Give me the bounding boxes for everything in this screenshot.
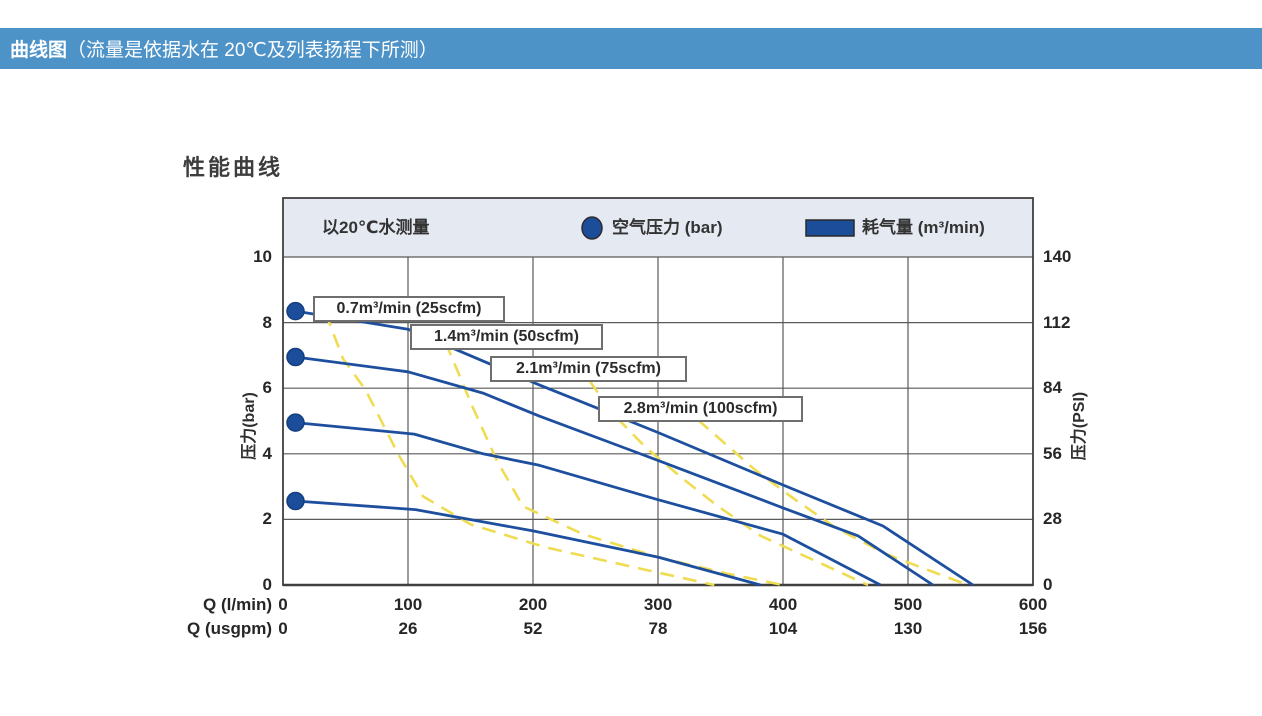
section-title: 性能曲线	[183, 155, 284, 180]
air-consumption-curve	[575, 361, 869, 587]
x-usgpm-tick: 104	[768, 619, 798, 638]
x-axis-flow-name: Q (l/min)	[203, 595, 272, 614]
y-left-tick: 10	[253, 247, 272, 266]
y-right-tick: 112	[1043, 312, 1071, 332]
legend-note: 以20℃水测量	[322, 218, 430, 237]
y-left-tick: 0	[262, 575, 272, 594]
x-axis-usgpm-name: Q (usgpm)	[187, 619, 272, 638]
curve-label-box-50scfm: 1.4m³/min (50scfm)	[410, 324, 603, 350]
air-pressure-start-dot	[286, 347, 305, 367]
x-flow-tick: 100	[393, 595, 423, 614]
y-right-tick: 56	[1043, 443, 1062, 463]
header-title-rest: （流量是依据水在 20℃及列表扬程下所测）	[67, 40, 438, 61]
air-pressure-curve	[295, 309, 974, 587]
air-consumption-curve	[444, 341, 784, 587]
curve-label-box-75scfm: 2.1m³/min (75scfm)	[490, 356, 687, 382]
x-flow-tick: 600	[1018, 595, 1048, 614]
consumption-swatch-icon	[805, 219, 855, 237]
legend-band	[283, 198, 1033, 257]
curve-label-box-100scfm: 2.8m³/min (100scfm)	[598, 396, 803, 422]
x-usgpm-tick: 156	[1018, 619, 1048, 638]
x-flow-tick: 300	[643, 595, 673, 614]
air-pressure-start-dot	[286, 301, 305, 321]
y-right-tick: 140	[1043, 247, 1072, 266]
x-usgpm-tick: 0	[278, 619, 288, 638]
x-usgpm-tick: 130	[893, 619, 923, 638]
y-right-tick: 84	[1043, 378, 1062, 398]
air-pressure-curve	[295, 499, 761, 587]
legend-air-pressure-label: 空气压力 (bar)	[612, 218, 723, 237]
y-left-tick: 6	[262, 378, 272, 398]
x-flow-tick: 400	[768, 595, 798, 614]
x-flow-tick: 0	[278, 595, 288, 614]
header-title-bold: 曲线图	[10, 40, 68, 61]
legend-air-consumption-label: 耗气量 (m³/min)	[862, 218, 985, 237]
x-usgpm-tick: 78	[648, 619, 668, 638]
y-right-tick: 28	[1043, 509, 1062, 529]
air-consumption-curve	[324, 312, 715, 587]
x-usgpm-tick: 52	[523, 619, 543, 638]
pressure-dot-icon	[581, 216, 603, 240]
y-left-tick: 8	[262, 312, 272, 332]
air-pressure-start-dot	[286, 491, 305, 511]
x-flow-tick: 500	[893, 595, 923, 614]
air-consumption-curve	[679, 403, 969, 587]
x-flow-tick: 200	[518, 595, 548, 614]
air-pressure-start-dot	[286, 413, 305, 432]
x-usgpm-tick: 26	[398, 619, 418, 638]
y-left-tick: 4	[262, 443, 272, 463]
curve-label-box-25scfm: 0.7m³/min (25scfm)	[313, 296, 505, 322]
y-left-tick: 2	[262, 509, 272, 529]
header-bar: 曲线图 （流量是依据水在 20℃及列表扬程下所测）	[0, 28, 1262, 69]
air-pressure-curve	[295, 421, 882, 587]
y-right-tick: 0	[1043, 575, 1053, 594]
air-pressure-curve	[295, 355, 934, 587]
